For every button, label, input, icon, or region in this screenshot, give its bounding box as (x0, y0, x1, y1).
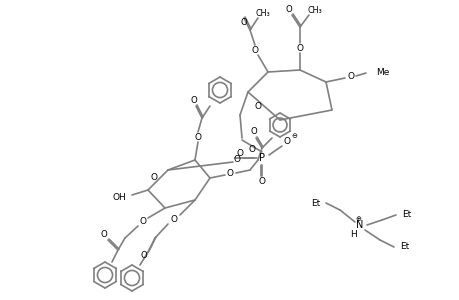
Text: O: O (254, 101, 261, 110)
Text: O: O (226, 169, 233, 178)
Text: CH₃: CH₃ (307, 5, 322, 14)
Text: O: O (283, 137, 290, 146)
Text: Et: Et (399, 242, 409, 251)
Text: O: O (233, 155, 240, 164)
Text: P: P (258, 153, 264, 163)
Text: ⊕: ⊕ (354, 216, 360, 222)
Text: O: O (194, 133, 201, 142)
Text: O: O (170, 215, 177, 224)
Text: O: O (258, 178, 265, 187)
Text: N: N (356, 220, 363, 230)
Text: O: O (250, 128, 257, 136)
Text: O: O (139, 218, 146, 226)
Text: O: O (150, 173, 157, 182)
Text: ⊖: ⊖ (291, 133, 297, 139)
Text: O: O (236, 149, 243, 158)
Text: O: O (248, 146, 255, 154)
Text: Et: Et (310, 199, 319, 208)
Text: O: O (285, 4, 292, 14)
Text: H: H (350, 230, 357, 239)
Text: OH: OH (112, 193, 126, 202)
Text: O: O (240, 17, 247, 26)
Text: CH₃: CH₃ (255, 8, 270, 17)
Text: Et: Et (401, 211, 410, 220)
Text: Me: Me (375, 68, 388, 76)
Text: O: O (251, 46, 258, 55)
Text: O: O (101, 230, 107, 239)
Text: O: O (190, 95, 197, 104)
Text: O: O (140, 251, 147, 260)
Text: O: O (347, 71, 354, 80)
Text: O: O (296, 44, 303, 52)
